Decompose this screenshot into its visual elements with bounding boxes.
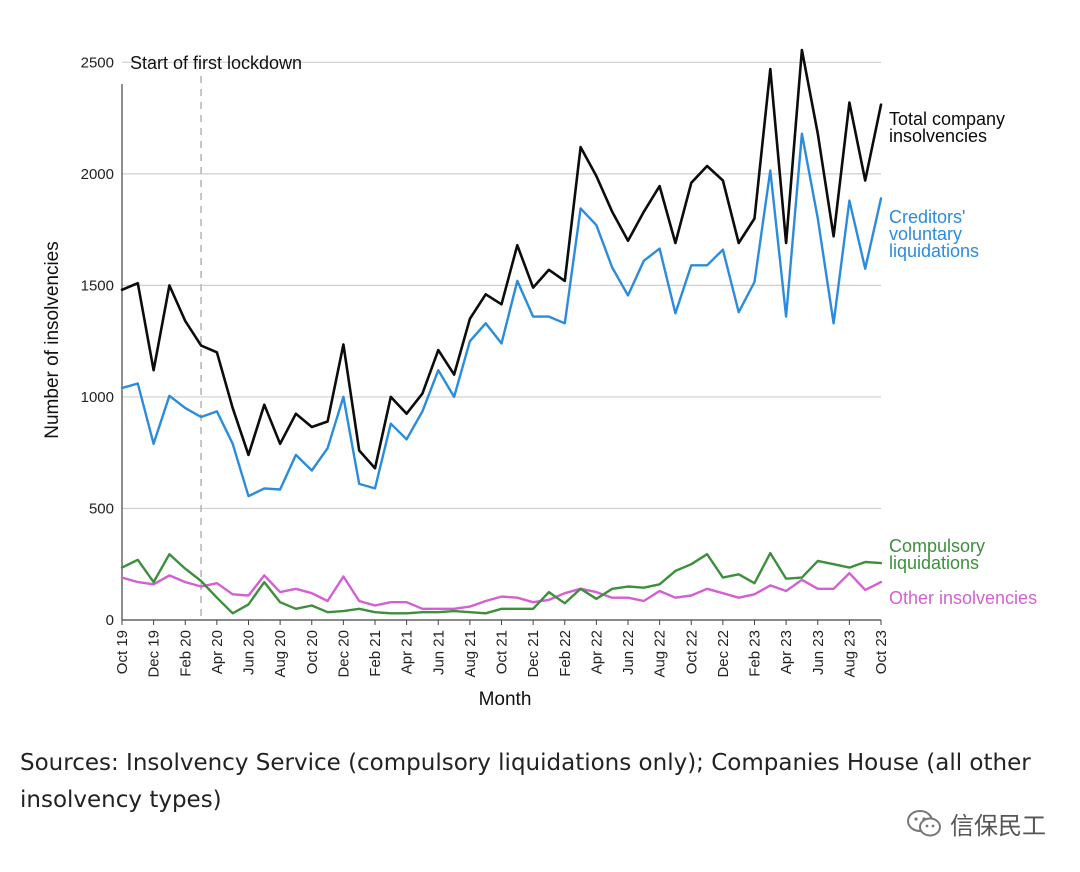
y-tick-label: 2000 [81,166,114,183]
x-tick-label: Feb 22 [557,630,574,677]
series-label-1: voluntary [889,224,962,244]
x-tick-label: Apr 23 [778,630,795,674]
y-tick-label: 0 [106,612,114,629]
watermark-text: 信保民工 [950,812,1046,840]
series-label-0: Total company [889,109,1005,129]
x-tick-label: Jun 21 [430,630,447,675]
series-label-3: Other insolvencies [889,588,1037,608]
gridlines [121,61,881,621]
x-tick-label: Oct 19 [114,630,131,674]
series-label-1: Creditors' [889,207,965,227]
y-tick-label: 500 [89,500,114,517]
x-tick-label: Aug 23 [841,630,858,678]
y-tick-label: 1000 [81,389,114,406]
x-tick-label: Aug 21 [462,630,479,678]
x-tick-label: Jun 23 [810,630,827,675]
x-tick-label: Dec 19 [146,630,163,678]
series-label-2: liquidations [889,553,979,573]
x-tick-label: Jun 20 [241,630,258,675]
series-line-3 [120,572,883,610]
x-tick-label: Feb 21 [367,630,384,677]
series-label-1: liquidations [889,241,979,261]
y-axis-ticks: 0 500 1000 1500 2000 2500 [81,54,114,629]
x-axis-ticks: Oct 19 Dec 19 Feb 20 Apr 20 Jun 20 Aug 20 Oct … [114,620,890,678]
x-tick-label: Apr 20 [209,630,226,674]
source-note: Sources: Insolvency Service (compulsory … [20,750,1031,813]
lockdown-annotation: Start of first lockdown [130,53,302,620]
chart: 0 500 1000 1500 2000 2500 Oct 19 Dec 19 Feb 20 A… [42,48,1037,710]
x-tick-label: Aug 20 [272,630,289,678]
x-tick-label: Apr 21 [399,630,416,674]
watermark: 信保民工 [906,806,1046,841]
series-lines [120,48,883,615]
series-line-0 [120,48,883,470]
y-tick-label: 2500 [81,54,114,71]
x-tick-label: Dec 20 [335,630,352,678]
series-line-1 [120,132,883,498]
series-label-0: insolvencies [889,126,987,146]
lockdown-label: Start of first lockdown [130,53,302,73]
series-line-2 [120,551,883,615]
x-tick-label: Aug 22 [652,630,669,678]
x-tick-label: Oct 20 [304,630,321,674]
y-tick-label: 1500 [81,277,114,294]
x-tick-label: Oct 22 [683,630,700,674]
x-tick-label: Apr 22 [588,630,605,674]
series-label-2: Compulsory [889,536,985,556]
x-tick-label: Dec 22 [715,630,732,678]
x-tick-label: Jun 22 [620,630,637,675]
x-tick-label: Feb 23 [747,630,764,677]
x-tick-label: Oct 23 [873,630,890,674]
x-tick-label: Dec 21 [525,630,542,678]
x-axis-title: Month [479,689,532,710]
wechat-icon [906,809,942,839]
x-tick-label: Oct 21 [494,630,511,674]
y-axis-title: Number of insolvencies [42,241,63,438]
x-tick-label: Feb 20 [177,630,194,677]
